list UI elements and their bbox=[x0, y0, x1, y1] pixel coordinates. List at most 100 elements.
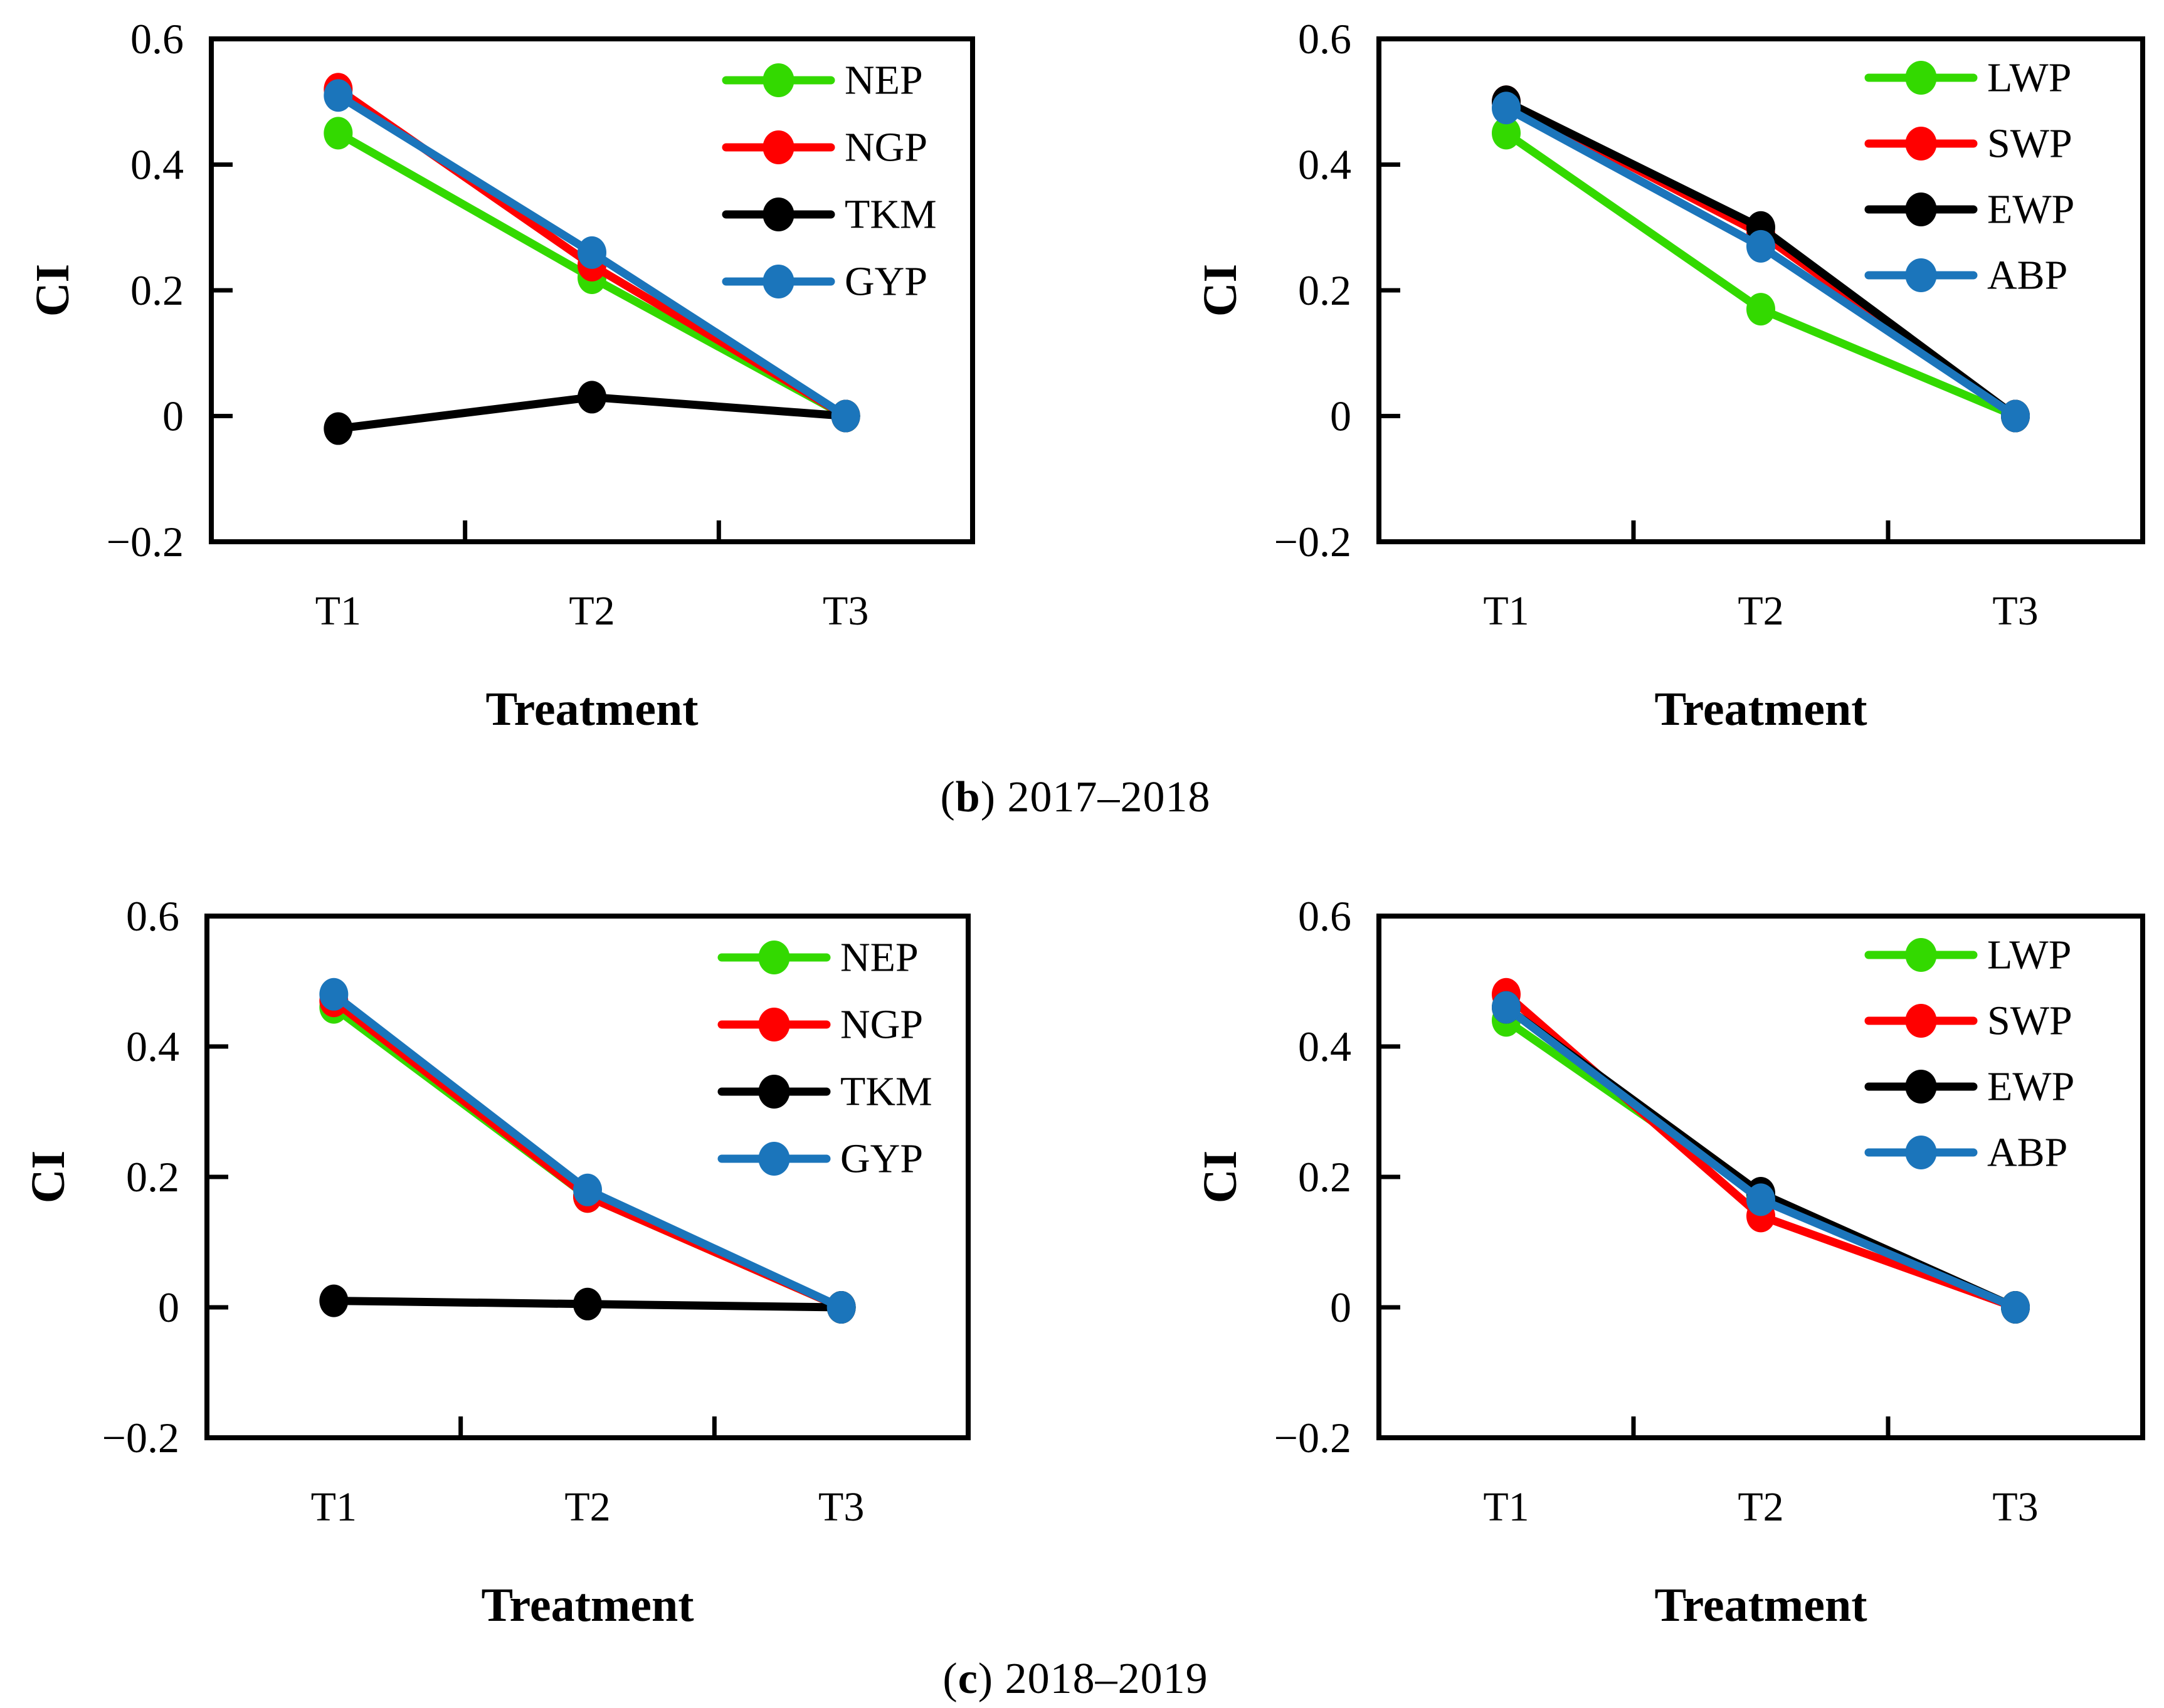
x-category-label: T1 bbox=[1483, 588, 1529, 634]
legend-item-TKM: TKM bbox=[717, 1069, 932, 1115]
legend-item-NEP: NEP bbox=[722, 58, 923, 103]
data-point-LWP-T2 bbox=[1746, 293, 1775, 326]
x-category-label: T1 bbox=[311, 1484, 357, 1530]
y-tick-label: 0 bbox=[1330, 1284, 1351, 1331]
legend-label-ABP: ABP bbox=[1987, 1130, 2067, 1176]
x-axis-title: Treatment bbox=[481, 1579, 694, 1632]
legend-label-NGP: NGP bbox=[840, 1002, 923, 1048]
x-category-label: T3 bbox=[1992, 1484, 2038, 1530]
data-point-ABP-T1 bbox=[1492, 92, 1521, 125]
legend-item-NGP: NGP bbox=[722, 125, 927, 171]
y-tick-label: 0.6 bbox=[130, 15, 184, 63]
legend-label-ABP: ABP bbox=[1987, 253, 2067, 298]
y-tick-label: 0.2 bbox=[126, 1153, 179, 1201]
caption-open-paren: ( bbox=[940, 773, 956, 821]
series-line-ABP bbox=[1502, 1003, 2020, 1312]
x-category-label: T2 bbox=[1738, 588, 1783, 634]
legend-marker-NEP bbox=[763, 63, 794, 97]
data-point-GYP-T3 bbox=[826, 1291, 856, 1324]
legend-label-LWP: LWP bbox=[1987, 55, 2071, 101]
data-point-GYP-T3 bbox=[831, 399, 860, 433]
x-axis-title: Treatment bbox=[1654, 683, 1867, 735]
legend-item-SWP: SWP bbox=[1864, 998, 2072, 1044]
legend-label-GYP: GYP bbox=[840, 1136, 923, 1182]
legend-marker-GYP bbox=[758, 1142, 790, 1176]
legend-item-GYP: GYP bbox=[717, 1136, 923, 1182]
x-category-label: T1 bbox=[1483, 1484, 1529, 1530]
y-tick-label: −0.2 bbox=[107, 518, 184, 566]
data-point-ABP-T1 bbox=[1492, 991, 1521, 1024]
legend-marker-EWP bbox=[1905, 1070, 1937, 1104]
y-tick-label: 0 bbox=[158, 1284, 179, 1331]
y-tick-label: 0.6 bbox=[1298, 892, 1351, 940]
caption-panel-b: (b) 2017–2018 bbox=[940, 772, 1210, 823]
legend-item-NEP: NEP bbox=[717, 935, 919, 981]
legend-item-ABP: ABP bbox=[1864, 1130, 2067, 1176]
legend-marker-NEP bbox=[758, 941, 790, 974]
legend-marker-NGP bbox=[758, 1008, 790, 1041]
x-category-label: T2 bbox=[564, 1484, 610, 1530]
y-tick-label: 0.6 bbox=[1298, 15, 1351, 63]
caption-year-range-b: 2017–2018 bbox=[1007, 773, 1211, 821]
y-axis-title: CI bbox=[22, 1151, 75, 1203]
data-point-GYP-T1 bbox=[319, 978, 349, 1011]
legend-marker-TKM bbox=[763, 198, 794, 231]
y-tick-label: 0.4 bbox=[1298, 1023, 1351, 1070]
chart-b-right: 0.6 0.4 0.2 0 −0.2 T1 T2 T3 Treatment CI LWP SWP EWP… bbox=[1194, 15, 2145, 735]
legend-marker-EWP bbox=[1905, 192, 1937, 226]
legend-label-GYP: GYP bbox=[845, 259, 927, 305]
legend-label-NGP: NGP bbox=[845, 125, 927, 171]
legend-marker-TKM bbox=[758, 1075, 790, 1109]
y-tick-label: −0.2 bbox=[102, 1414, 179, 1462]
y-tick-label: 0.4 bbox=[1298, 141, 1351, 189]
legend-label-EWP: EWP bbox=[1987, 187, 2074, 233]
legend-item-ABP: ABP bbox=[1864, 253, 2067, 298]
y-tick-label: 0.6 bbox=[126, 892, 179, 940]
legend-marker-LWP bbox=[1905, 61, 1937, 95]
chart-c-right: 0.6 0.4 0.2 0 −0.2 T1 T2 T3 Treatment CI LWP SWP EWP… bbox=[1194, 892, 2145, 1632]
caption-letter-c: c bbox=[958, 1655, 978, 1703]
data-point-TKM-T1 bbox=[319, 1284, 349, 1317]
legend-item-SWP: SWP bbox=[1864, 121, 2072, 167]
y-tick-label: 0 bbox=[1330, 393, 1351, 440]
caption-letter-b: b bbox=[955, 773, 981, 821]
legend-label-SWP: SWP bbox=[1987, 121, 2072, 167]
data-point-ABP-T3 bbox=[2001, 1291, 2030, 1324]
y-tick-label: 0.2 bbox=[1298, 1153, 1351, 1201]
y-tick-label: −0.2 bbox=[1274, 1414, 1351, 1462]
x-category-label: T2 bbox=[1738, 1484, 1783, 1530]
legend-item-GYP: GYP bbox=[722, 259, 927, 305]
y-tick-label: 0.2 bbox=[1298, 266, 1351, 314]
legend-label-NEP: NEP bbox=[845, 58, 923, 103]
y-tick-label: −0.2 bbox=[1274, 518, 1351, 566]
legend-marker-ABP bbox=[1905, 258, 1937, 292]
x-category-label: T3 bbox=[818, 1484, 864, 1530]
data-point-ABP-T3 bbox=[2001, 399, 2030, 433]
y-tick-label: 0.2 bbox=[130, 266, 184, 314]
y-tick-label: 0.4 bbox=[130, 141, 184, 189]
x-category-label: T3 bbox=[1992, 588, 2038, 634]
legend-marker-GYP bbox=[763, 265, 794, 298]
legend-item-TKM: TKM bbox=[722, 192, 937, 238]
data-point-ABP-T2 bbox=[1746, 1183, 1775, 1216]
data-point-GYP-T2 bbox=[578, 236, 606, 269]
x-category-label: T2 bbox=[569, 588, 615, 634]
data-point-TKM-T2 bbox=[578, 381, 606, 414]
caption-panel-c: (c) 2018–2019 bbox=[942, 1654, 1208, 1704]
chart-b-left: 0.6 0.4 0.2 0 −0.2 T1 T2 T3 Treatment CI NEP NGP TKM… bbox=[26, 15, 975, 735]
legend-label-SWP: SWP bbox=[1987, 998, 2072, 1044]
series-line-EWP bbox=[1502, 1003, 2020, 1312]
y-tick-label: 0 bbox=[162, 393, 184, 440]
legend-item-NGP: NGP bbox=[717, 1002, 923, 1048]
data-point-GYP-T2 bbox=[573, 1173, 602, 1206]
legend-marker-SWP bbox=[1905, 1004, 1937, 1038]
legend-item-EWP: EWP bbox=[1864, 187, 2074, 233]
data-point-ABP-T2 bbox=[1746, 229, 1775, 263]
data-point-NEP-T1 bbox=[324, 117, 353, 150]
legend-marker-SWP bbox=[1905, 127, 1937, 161]
legend-marker-ABP bbox=[1905, 1136, 1937, 1169]
legend-label-LWP: LWP bbox=[1987, 932, 2071, 978]
data-point-LWP-T1 bbox=[1492, 117, 1521, 150]
